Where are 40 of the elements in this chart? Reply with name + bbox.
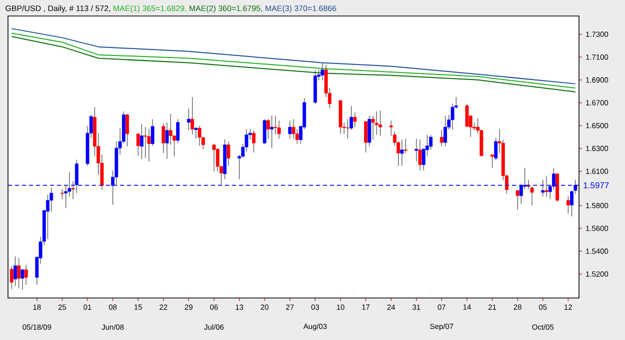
candlestick <box>126 113 129 147</box>
candlestick <box>368 115 372 147</box>
candlestick <box>147 128 151 162</box>
candlestick <box>346 118 350 140</box>
candlestick <box>444 115 448 147</box>
candlestick <box>566 196 570 214</box>
candlestick <box>277 120 281 140</box>
ref-line-label: 1.5977 <box>584 182 609 188</box>
candlestick <box>400 139 404 166</box>
candlestick <box>404 138 408 154</box>
candlestick <box>353 112 357 128</box>
candlestick <box>465 103 469 128</box>
candlestick <box>252 130 256 153</box>
candlestick <box>190 96 194 136</box>
candlestick <box>17 258 21 288</box>
candlestick <box>378 110 382 136</box>
candlestick <box>364 121 368 153</box>
candlestick <box>14 256 17 287</box>
candlestick <box>168 114 172 146</box>
candlestick <box>212 144 216 172</box>
candlestick <box>516 190 520 210</box>
candlestick <box>176 118 180 144</box>
candlestick <box>418 139 422 171</box>
candlestick <box>270 115 274 148</box>
candlestick <box>440 129 444 147</box>
candlestick <box>490 154 494 168</box>
candlestick <box>274 115 278 136</box>
candlestick <box>216 148 220 172</box>
candlestick <box>144 126 148 158</box>
candlestick <box>288 120 292 140</box>
candlestick <box>320 62 324 81</box>
candlestick <box>186 108 190 131</box>
candlestick <box>371 115 375 140</box>
candlestick <box>262 118 266 144</box>
candlestick <box>544 176 548 198</box>
candlestick <box>226 141 230 166</box>
candlestick <box>198 125 202 146</box>
candlestick <box>140 123 144 160</box>
candlestick <box>24 264 28 286</box>
candlestick <box>20 268 24 290</box>
